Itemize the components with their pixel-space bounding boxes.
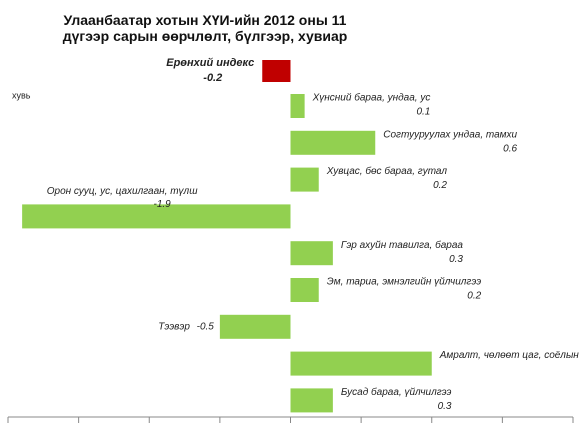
bar — [290, 241, 333, 266]
category-label: Гэр ахуйн тавилга, бараа — [341, 239, 464, 251]
bar — [290, 130, 376, 155]
category-label: Согтууруулах ундаа, тамхи — [383, 129, 517, 140]
category-label: Амралт, чөлөөт цаг, соёлын бараа, үйлчил… — [439, 349, 581, 361]
category-label: Хүнсний бараа, ундаа, ус — [312, 92, 431, 104]
chart-title: Улаанбаатар хотын ХҮИ-ийн 2012 оны 11 дү… — [62, 12, 348, 44]
category-label: Орон сууц, ус, цахилгаан, түлш — [47, 186, 198, 197]
value-label: 0.2 — [467, 291, 481, 302]
category-label: Ерөнхий индекс — [166, 57, 254, 69]
value-label: -0.5 — [197, 321, 215, 332]
bar — [290, 351, 432, 376]
bar — [290, 167, 319, 192]
value-label: -0.2 — [203, 72, 222, 84]
value-label: 0.6 — [503, 143, 517, 154]
value-label: -1.9 — [154, 199, 172, 210]
y-axis-label: хувь — [12, 90, 31, 100]
bar — [219, 314, 291, 339]
value-label: 0.3 — [449, 254, 463, 265]
value-label: 0.3 — [438, 401, 452, 412]
category-label: Тээвэр — [158, 321, 190, 332]
bar — [262, 60, 291, 82]
bar — [290, 278, 319, 302]
bar — [22, 204, 291, 229]
bar — [290, 94, 305, 118]
category-label: Хувцас, бөс бараа, гутал — [326, 165, 448, 177]
category-label: Эм, тариа, эмнэлгийн үйлчилгээ — [327, 277, 482, 288]
category-label: Бусад бараа, үйлчилгээ — [341, 386, 452, 398]
bar — [290, 388, 333, 413]
value-label: 0.2 — [433, 180, 447, 191]
value-label: 0.1 — [416, 107, 430, 118]
